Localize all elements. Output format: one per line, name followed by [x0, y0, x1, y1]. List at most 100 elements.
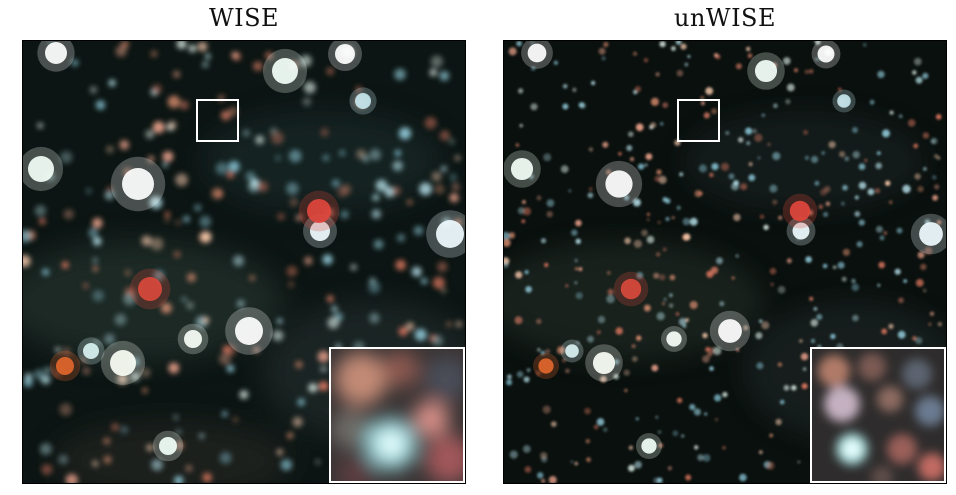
- star: [585, 439, 590, 444]
- star: [413, 225, 424, 236]
- bright-star: [837, 94, 851, 108]
- star: [504, 238, 511, 247]
- star: [653, 477, 660, 483]
- star: [219, 452, 232, 464]
- star: [702, 355, 710, 363]
- star: [398, 127, 412, 140]
- star: [924, 246, 933, 255]
- star: [586, 457, 591, 463]
- star: [65, 473, 78, 483]
- star: [228, 106, 238, 117]
- star: [656, 169, 662, 175]
- star: [858, 163, 866, 170]
- star: [394, 149, 401, 157]
- star: [722, 391, 728, 398]
- star: [253, 347, 260, 353]
- star: [714, 394, 722, 402]
- star: [373, 239, 384, 250]
- star: [628, 464, 635, 472]
- star: [150, 50, 158, 58]
- star: [86, 188, 92, 194]
- star: [669, 274, 676, 281]
- zoom-region-box: [196, 99, 239, 142]
- star: [851, 283, 860, 292]
- star: [662, 102, 669, 108]
- star: [761, 113, 765, 117]
- star: [810, 338, 816, 344]
- star: [615, 327, 623, 335]
- bright-star: [620, 278, 642, 300]
- zoom-region-box: [677, 99, 720, 142]
- star: [923, 288, 927, 293]
- star: [572, 87, 577, 92]
- star: [42, 268, 50, 276]
- star: [709, 172, 714, 178]
- star: [141, 235, 152, 246]
- star: [761, 321, 770, 330]
- bright-star: [510, 157, 534, 181]
- star: [675, 41, 682, 45]
- star: [766, 461, 775, 470]
- star: [711, 163, 719, 171]
- star: [249, 275, 255, 281]
- bright-star: [45, 42, 67, 64]
- star: [546, 199, 555, 208]
- star: [199, 433, 205, 439]
- bright-star: [355, 93, 371, 109]
- star: [934, 184, 940, 190]
- star: [522, 445, 531, 453]
- star: [188, 44, 197, 53]
- star: [778, 215, 783, 220]
- star: [508, 232, 515, 239]
- star: [663, 297, 667, 301]
- star: [654, 175, 661, 182]
- star: [685, 474, 692, 481]
- star: [202, 61, 209, 68]
- star: [682, 217, 690, 226]
- star: [697, 454, 704, 461]
- star: [596, 418, 605, 426]
- star: [818, 204, 824, 210]
- star: [58, 454, 69, 465]
- bright-star: [792, 222, 810, 240]
- star: [703, 112, 710, 119]
- star: [145, 129, 155, 139]
- star: [641, 229, 648, 237]
- star: [756, 362, 764, 370]
- star: [509, 450, 518, 459]
- star: [297, 398, 305, 406]
- star: [304, 256, 313, 265]
- star: [600, 375, 607, 383]
- star: [922, 132, 930, 139]
- star: [898, 297, 904, 304]
- star: [225, 345, 237, 356]
- star: [199, 215, 212, 228]
- star: [601, 56, 606, 61]
- star: [92, 290, 104, 302]
- star: [678, 318, 687, 326]
- star: [541, 479, 546, 483]
- bright-star: [235, 317, 263, 345]
- star: [277, 318, 283, 324]
- star: [537, 472, 544, 479]
- bright-star: [605, 170, 633, 198]
- star: [92, 266, 98, 272]
- star: [769, 433, 774, 438]
- star: [95, 100, 106, 110]
- bright-star: [310, 221, 330, 241]
- star: [183, 215, 190, 223]
- star: [80, 357, 87, 364]
- star: [574, 259, 578, 262]
- star: [613, 373, 619, 380]
- star: [119, 140, 130, 150]
- star: [540, 452, 548, 460]
- star: [854, 211, 861, 217]
- bright-star: [666, 331, 682, 347]
- star: [679, 172, 684, 177]
- star: [203, 316, 210, 324]
- bright-star: [565, 344, 579, 358]
- star: [933, 154, 939, 159]
- star: [719, 301, 725, 307]
- star: [589, 187, 593, 191]
- star: [748, 162, 753, 167]
